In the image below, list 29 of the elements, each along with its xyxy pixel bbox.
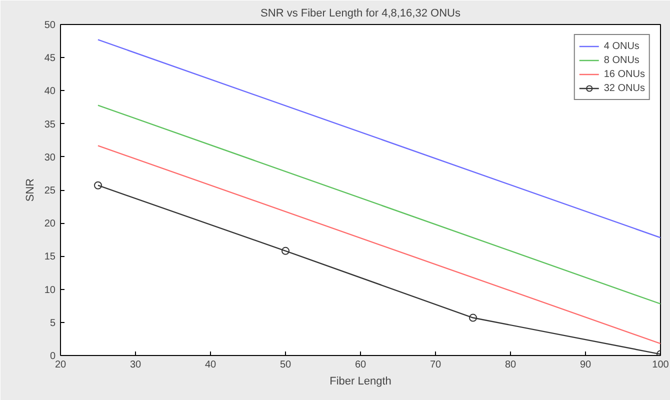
legend-label: 16 ONUs: [604, 68, 645, 81]
point: [469, 314, 477, 322]
x-tick-label: 80: [504, 360, 516, 370]
y-tick-label: 0: [50, 351, 56, 362]
y-tick-label: 45: [44, 53, 56, 64]
y-tick-label: 40: [44, 86, 56, 98]
x-tick-label: 100: [652, 360, 670, 370]
x-axis-title: Fiber Length: [330, 376, 392, 388]
legend-label: 4 ONUs: [604, 40, 640, 53]
y-tick-label: 25: [44, 186, 56, 196]
legend-label: 8 ONUs: [604, 54, 640, 67]
y-axis-title: SNR: [24, 178, 36, 202]
x-tick-label: 60: [354, 360, 366, 370]
y-tick-label: 20: [44, 218, 56, 230]
y-tick-label: 30: [44, 152, 56, 164]
point: [282, 246, 290, 255]
point: [94, 181, 102, 190]
y-tick-label: 50: [44, 20, 56, 31]
x-tick-label: 40: [204, 360, 216, 370]
x-tick-label: 30: [130, 360, 142, 370]
x-tick-label: 50: [280, 360, 292, 370]
chart-title: SNR vs Fiber Length for 4,8,16,32 ONUs: [260, 8, 461, 20]
y-tick-label: 15: [44, 252, 56, 263]
y-tick-label: 5: [50, 318, 56, 329]
y-tick-label: 10: [44, 284, 56, 296]
x-tick-label: 70: [430, 360, 442, 370]
y-tick-label: 35: [44, 119, 56, 130]
legend-label: 32 ONUs: [604, 82, 645, 95]
x-tick-label: 90: [580, 360, 592, 370]
